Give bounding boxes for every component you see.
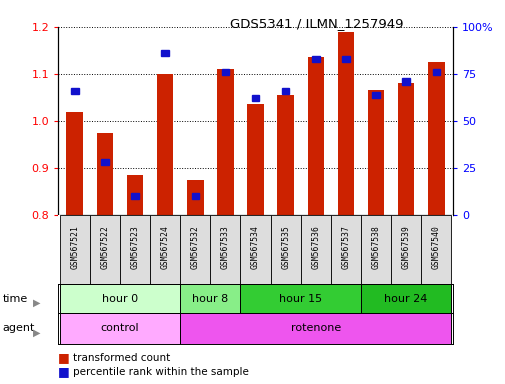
Bar	[150, 215, 180, 284]
Text: GSM567522: GSM567522	[100, 225, 109, 269]
Bar	[217, 69, 233, 215]
Bar	[60, 313, 180, 344]
Bar	[281, 88, 289, 94]
Bar	[96, 133, 113, 215]
Text: control: control	[100, 323, 139, 333]
Text: GSM567534: GSM567534	[250, 225, 260, 269]
Text: ▶: ▶	[33, 328, 40, 338]
Bar	[101, 159, 109, 166]
Text: hour 8: hour 8	[192, 293, 228, 304]
Text: GDS5341 / ILMN_1257949: GDS5341 / ILMN_1257949	[230, 17, 403, 30]
Bar	[187, 180, 203, 215]
Bar	[300, 215, 330, 284]
Text: rotenone: rotenone	[290, 323, 340, 333]
Text: ■: ■	[58, 351, 70, 364]
Bar	[312, 56, 319, 62]
Bar	[372, 91, 379, 98]
Bar	[330, 215, 360, 284]
Bar	[247, 104, 263, 215]
Bar	[131, 193, 138, 199]
Bar	[427, 62, 444, 215]
Bar	[251, 95, 259, 101]
Text: agent: agent	[3, 323, 35, 333]
Bar	[126, 175, 143, 215]
Bar	[66, 111, 83, 215]
Text: hour 24: hour 24	[384, 293, 427, 304]
Text: GSM567538: GSM567538	[371, 225, 380, 269]
Bar	[240, 215, 270, 284]
Bar	[360, 215, 390, 284]
Bar	[180, 313, 450, 344]
Text: GSM567540: GSM567540	[431, 225, 440, 269]
Bar	[432, 69, 439, 75]
Text: time: time	[3, 293, 28, 304]
Bar	[120, 215, 150, 284]
Bar	[157, 74, 173, 215]
Bar	[210, 215, 240, 284]
Text: GSM567521: GSM567521	[70, 225, 79, 269]
Bar	[337, 31, 354, 215]
Bar	[401, 78, 409, 84]
Bar	[161, 50, 169, 56]
Bar	[420, 215, 450, 284]
Text: GSM567524: GSM567524	[160, 225, 169, 269]
Bar	[360, 284, 450, 313]
Bar	[60, 215, 90, 284]
Bar	[90, 215, 120, 284]
Bar	[367, 90, 384, 215]
Text: GSM567537: GSM567537	[341, 225, 350, 269]
Bar	[390, 215, 420, 284]
Bar	[341, 56, 349, 62]
Bar	[180, 284, 240, 313]
Text: transformed count: transformed count	[73, 353, 170, 363]
Text: GSM567523: GSM567523	[130, 225, 139, 269]
Bar	[277, 95, 293, 215]
Bar	[240, 284, 360, 313]
Text: hour 0: hour 0	[102, 293, 138, 304]
Bar	[307, 58, 323, 215]
Bar	[221, 69, 229, 75]
Text: GSM567536: GSM567536	[311, 225, 320, 269]
Text: hour 15: hour 15	[279, 293, 322, 304]
Text: ▶: ▶	[33, 298, 40, 308]
Text: percentile rank within the sample: percentile rank within the sample	[73, 367, 249, 377]
Bar	[71, 88, 78, 94]
Bar	[60, 284, 180, 313]
Text: ■: ■	[58, 365, 70, 378]
Bar	[180, 215, 210, 284]
Text: GSM567532: GSM567532	[190, 225, 199, 269]
Bar	[270, 215, 300, 284]
Bar	[397, 83, 414, 215]
Bar	[191, 193, 198, 199]
Text: GSM567539: GSM567539	[401, 225, 410, 269]
Text: GSM567535: GSM567535	[281, 225, 289, 269]
Text: GSM567533: GSM567533	[221, 225, 229, 269]
